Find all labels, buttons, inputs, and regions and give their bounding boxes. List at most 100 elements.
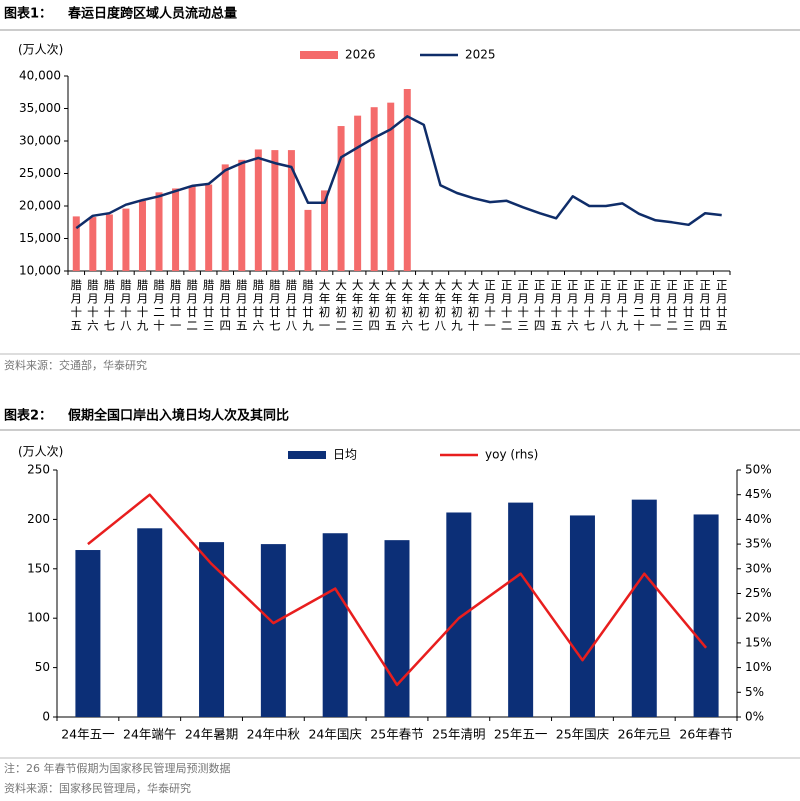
x-tick-label: 25年国庆	[556, 727, 610, 742]
x-tick-label: 大年初七	[417, 278, 431, 333]
x-tick-label: 大年初五	[384, 278, 398, 333]
x-tick-label: 腊月二十	[152, 279, 166, 333]
x-tick-label: 腊月廿九	[301, 279, 315, 333]
x-tick-label: 24年五一	[61, 727, 114, 742]
x-tick-label: 正月十八	[599, 279, 613, 333]
bar	[254, 149, 262, 271]
x-tick-label: 腊月十九	[135, 279, 149, 333]
bar	[403, 89, 411, 271]
y-tick-label: 40,000	[19, 69, 61, 83]
legend-label: 日均	[333, 448, 357, 462]
y-tick-label: 10,000	[19, 264, 61, 278]
bar	[387, 102, 395, 272]
bar	[370, 107, 378, 271]
x-tick-label: 大年初六	[400, 278, 414, 333]
y2-tick-label: 35%	[745, 537, 772, 551]
chart-title: 假期全国口岸出入境日均人次及其同比	[68, 408, 289, 424]
x-tick-label: 腊月廿一	[169, 279, 183, 333]
x-tick-label: 正月十一	[483, 279, 497, 333]
x-tick-label: 腊月十五	[69, 279, 83, 333]
x-tick-label: 正月廿四	[698, 279, 712, 333]
bar	[569, 515, 595, 717]
source: 资料来源：交通部，华泰研究	[4, 358, 147, 372]
x-tick-label: 大年初一	[318, 278, 332, 333]
y2-tick-label: 45%	[745, 487, 772, 501]
figure-label: 图表2：	[4, 408, 52, 424]
x-tick-label: 腊月十八	[119, 279, 133, 333]
bar	[122, 208, 130, 271]
y2-tick-label: 0%	[745, 710, 764, 724]
y-tick-label: 150	[27, 561, 50, 575]
x-tick-label: 腊月廿五	[235, 279, 249, 333]
y2-tick-label: 30%	[745, 561, 772, 575]
legend-label: yoy (rhs)	[485, 448, 538, 462]
bar	[260, 544, 286, 717]
x-tick-label: 正月廿三	[682, 279, 696, 333]
x-tick-label: 腊月廿八	[284, 279, 298, 333]
x-tick-label: 腊月廿六	[251, 279, 265, 333]
y2-tick-label: 20%	[745, 611, 772, 625]
y-tick-label: 200	[27, 512, 50, 526]
x-tick-label: 腊月十六	[86, 279, 100, 333]
bar	[238, 159, 246, 271]
x-tick-label: 正月十六	[566, 279, 580, 333]
x-tick-label: 腊月廿二	[185, 279, 199, 333]
x-tick-label: 正月十九	[615, 279, 629, 333]
y-tick-label: 25,000	[19, 166, 61, 180]
bar	[199, 542, 225, 717]
x-tick-label: 正月十五	[549, 279, 563, 333]
bar	[271, 150, 279, 271]
x-tick-label: 大年初四	[367, 278, 381, 333]
x-tick-label: 正月二十	[632, 279, 646, 333]
y-tick-label: 15,000	[19, 231, 61, 245]
line	[87, 493, 708, 687]
bar	[137, 528, 163, 717]
bar	[508, 502, 534, 717]
y2-tick-label: 5%	[745, 685, 764, 699]
legend-swatch	[300, 51, 338, 59]
note: 注：26 年春节假期为国家移民管理局预测数据	[4, 761, 231, 775]
bar	[188, 185, 196, 271]
x-tick-label: 24年端午	[123, 727, 176, 742]
line	[75, 115, 722, 230]
x-tick-label: 大年初九	[450, 278, 464, 333]
bar	[693, 514, 719, 717]
x-tick-label: 正月十四	[533, 279, 547, 333]
y2-tick-label: 25%	[745, 586, 772, 600]
bar	[337, 126, 345, 271]
y-tick-label: 250	[27, 463, 50, 477]
y-tick-label: 0	[42, 710, 50, 724]
x-tick-label: 正月十二	[500, 279, 514, 333]
y-axis-label: (万人次)	[18, 43, 63, 57]
figure-label: 图表1：	[4, 6, 52, 22]
bar	[155, 192, 163, 271]
bar	[304, 209, 312, 271]
bar	[354, 115, 362, 272]
bar	[287, 150, 295, 271]
y2-tick-label: 40%	[745, 512, 772, 526]
bar	[105, 214, 113, 271]
x-tick-label: 24年国庆	[308, 727, 362, 742]
legend-label: 2025	[465, 48, 496, 62]
x-tick-label: 大年初二	[334, 278, 348, 333]
x-tick-label: 正月廿一	[649, 279, 663, 333]
x-tick-label: 大年初八	[433, 278, 447, 333]
bar	[631, 499, 657, 717]
x-tick-label: 25年五一	[494, 727, 547, 742]
bar	[446, 512, 472, 717]
chart-title: 春运日度跨区域人员流动总量	[67, 6, 237, 22]
bar	[75, 550, 101, 717]
y2-tick-label: 50%	[745, 463, 772, 477]
x-tick-label: 腊月廿四	[218, 279, 232, 333]
y-tick-label: 100	[27, 611, 50, 625]
x-tick-label: 26年元旦	[618, 727, 671, 742]
x-tick-label: 25年春节	[370, 727, 423, 742]
bar	[72, 216, 80, 271]
x-tick-label: 24年暑期	[185, 727, 238, 742]
x-tick-label: 25年清明	[432, 727, 485, 742]
x-tick-label: 24年中秋	[247, 727, 301, 742]
bar	[384, 540, 410, 717]
bar	[221, 164, 229, 271]
x-tick-label: 大年初三	[351, 278, 365, 333]
